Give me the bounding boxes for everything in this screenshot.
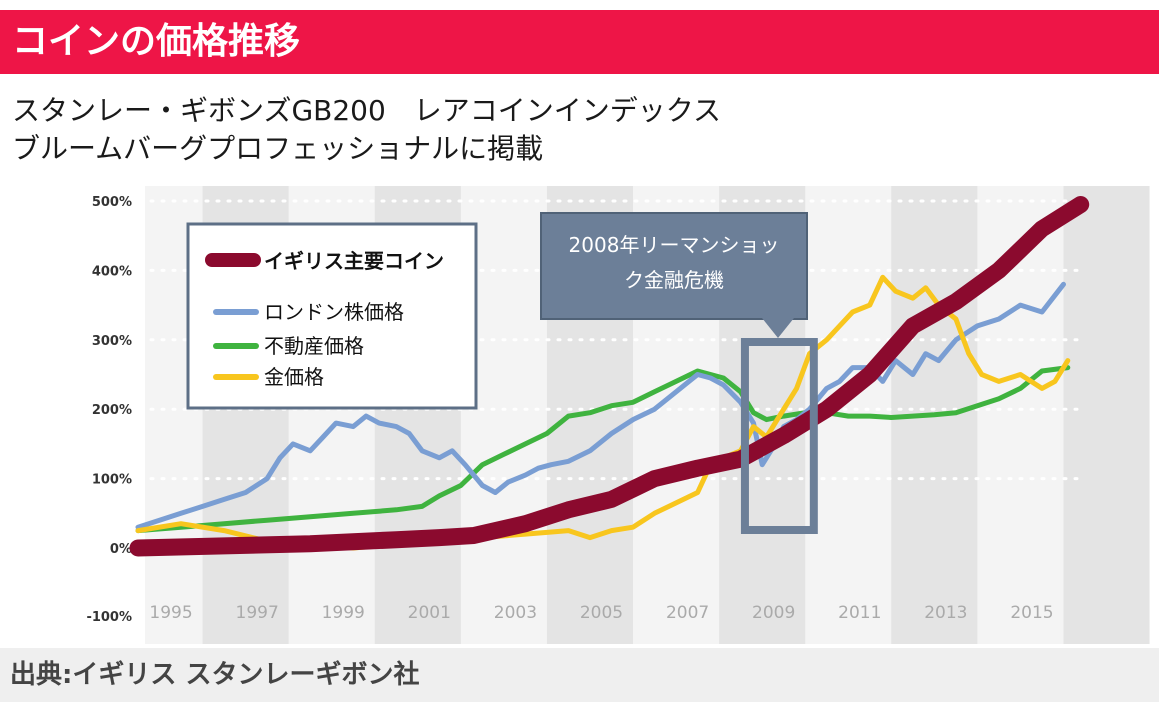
- legend-label-property: 不動産価格: [264, 334, 364, 358]
- line-chart: 500% 400% 300% 200% 100% 0% -100% 1995 1997 1999…: [86, 186, 1150, 646]
- x-tick-label: 2009: [752, 603, 795, 623]
- crisis-highlight: [740, 338, 818, 534]
- x-tick-label: 1997: [236, 603, 279, 623]
- series-line-london: [135, 281, 1066, 530]
- x-tick-label: 2003: [494, 603, 537, 623]
- legend-label-gb200: イギリス主要コイン: [264, 249, 444, 273]
- x-tick-label: 2011: [838, 603, 881, 623]
- x-tick-label: 2015: [1010, 603, 1053, 623]
- x-axis-ticks: 1995 1997 1999 2001 2003 2005 2007 2009 2011 2013…: [149, 603, 1053, 623]
- annotation-box: [540, 212, 808, 320]
- x-tick-label: 2001: [408, 603, 451, 623]
- x-tick-label: 2005: [580, 603, 623, 623]
- subtitle-line-2: ブルームバーグプロフェッショナルに掲載: [12, 132, 544, 165]
- y-axis-ticks: 500% 400% 300% 200% 100% 0% -100%: [86, 195, 132, 625]
- legend-label-london: ロンドン株価格: [264, 300, 404, 324]
- y-tick-label: 100%: [92, 473, 132, 488]
- y-tick-label: 400%: [92, 264, 132, 279]
- annotation-pointer: [762, 318, 794, 338]
- source-note: 出典:イギリス スタンレーギボン社: [0, 648, 1159, 702]
- x-tick-label: 1999: [322, 603, 365, 623]
- y-tick-label: 500%: [92, 195, 132, 210]
- y-tick-label: 0%: [110, 542, 132, 557]
- crisis-highlight-box: [740, 338, 818, 534]
- page-title: コインの価格推移: [0, 10, 1159, 74]
- annotation-line-1: 2008年リーマンショッ: [569, 233, 780, 257]
- x-tick-label: 2007: [666, 603, 709, 623]
- annotation-callout: 2008年リーマンショッ ク金融危機: [540, 212, 808, 338]
- annotation-line-2: ク金融危機: [624, 268, 724, 292]
- legend-label-gold: 金価格: [264, 365, 324, 389]
- series-line-property: [135, 365, 1071, 534]
- x-tick-label: 1995: [149, 603, 192, 623]
- series-line-gb200: [129, 196, 1090, 557]
- year-band: [1063, 186, 1150, 646]
- chart-subtitle: スタンレー・ギボンズGB200 レアコインインデックス ブルームバーグプロフェッ…: [12, 92, 721, 168]
- y-tick-label: 200%: [92, 403, 132, 418]
- x-tick-label: 2013: [924, 603, 967, 623]
- y-tick-label: 300%: [92, 334, 132, 349]
- legend: イギリス主要コイン ロンドン株価格 不動産価格 金価格: [186, 222, 478, 410]
- subtitle-line-1: スタンレー・ギボンズGB200 レアコインインデックス: [12, 94, 721, 127]
- y-tick-label: -100%: [86, 610, 132, 625]
- series-lines: [129, 196, 1090, 557]
- chart-container: 500% 400% 300% 200% 100% 0% -100% 1995 1997 1999…: [0, 176, 1159, 646]
